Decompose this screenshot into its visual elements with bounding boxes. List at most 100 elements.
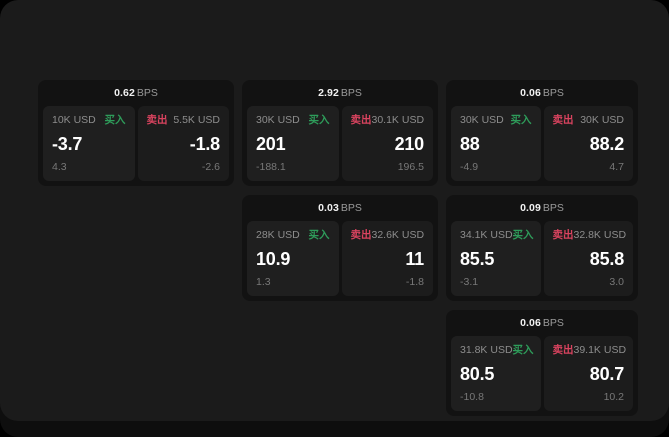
bps-unit: BPS: [340, 87, 362, 99]
card-body: 31.8K USD 买入 80.5 -10.8 卖出 39.: [451, 336, 633, 411]
bps-unit: BPS: [542, 317, 564, 329]
sell-delta-value: -1.8: [405, 275, 424, 288]
buy-action-tag: 买入: [308, 114, 330, 126]
bps-value: 0.06: [520, 317, 541, 329]
bps-unit: BPS: [542, 87, 564, 99]
buy-price-row: 10.9: [256, 246, 330, 272]
sell-price-value: 85.8: [589, 249, 624, 269]
quote-card[interactable]: 0.06 BPS 31.8K USD 买入 80.5 -10.8: [446, 310, 638, 416]
card-body: 30K USD 买入 88 -4.9 卖出 30K USD: [451, 106, 633, 181]
sell-delta-row: -1.8: [351, 275, 424, 289]
buy-price-value: -3.7: [52, 134, 83, 154]
buy-price-value: 201: [256, 134, 286, 154]
buy-delta-value: 4.3: [52, 160, 67, 173]
sell-delta-row: -2.6: [147, 160, 220, 174]
buy-panel[interactable]: 28K USD 买入 10.9 1.3: [247, 221, 339, 296]
buy-delta-value: -188.1: [256, 160, 286, 173]
sell-action-tag: 卖出: [552, 114, 574, 126]
card-header: 0.06 BPS: [451, 316, 633, 336]
sell-panel-header: 卖出 32.8K USD: [552, 229, 627, 243]
sell-size-label: 32.6K USD: [371, 229, 425, 241]
buy-panel-header: 30K USD 买入: [256, 114, 330, 128]
card-header: 0.62 BPS: [43, 86, 229, 106]
buy-delta-value: -4.9: [460, 160, 479, 173]
sell-action-tag: 卖出: [552, 229, 574, 241]
buy-delta-row: -10.8: [460, 390, 532, 404]
sell-delta-row: 196.5: [351, 160, 424, 174]
buy-panel-header: 28K USD 买入: [256, 229, 330, 243]
sell-panel-header: 卖出 32.6K USD: [351, 229, 425, 243]
sell-price-row: 210: [351, 131, 425, 157]
sell-panel[interactable]: 卖出 32.6K USD 11 -1.8: [341, 221, 433, 296]
sell-size-label: 5.5K USD: [173, 114, 220, 126]
quote-card-grid: 0.62 BPS 10K USD 买入 -3.7 4.3: [38, 80, 638, 416]
sell-price-row: -1.8: [147, 131, 220, 157]
sell-price-row: 85.8: [553, 246, 624, 272]
buy-delta-value: -10.8: [460, 390, 484, 403]
sell-panel[interactable]: 卖出 30K USD 88.2 4.7: [543, 106, 633, 181]
buy-price-value: 10.9: [256, 249, 291, 269]
sell-panel[interactable]: 卖出 32.8K USD 85.8 3.0: [543, 221, 633, 296]
buy-panel-header: 34.1K USD 买入: [460, 229, 534, 243]
buy-delta-row: 1.3: [256, 275, 330, 289]
buy-size-label: 28K USD: [256, 229, 300, 241]
sell-panel[interactable]: 卖出 39.1K USD 80.7 10.2: [543, 336, 633, 411]
buy-panel[interactable]: 10K USD 买入 -3.7 4.3: [43, 106, 135, 181]
buy-size-label: 10K USD: [52, 114, 96, 126]
quote-card[interactable]: 0.03 BPS 28K USD 买入 10.9 1.3: [242, 195, 438, 301]
card-body: 28K USD 买入 10.9 1.3 卖出 32.6K U: [247, 221, 433, 296]
buy-size-label: 30K USD: [460, 114, 504, 126]
buy-panel[interactable]: 30K USD 买入 88 -4.9: [451, 106, 541, 181]
buy-panel[interactable]: 34.1K USD 买入 85.5 -3.1: [451, 221, 541, 296]
buy-size-label: 30K USD: [256, 114, 300, 126]
sell-price-value: 88.2: [589, 134, 624, 154]
sell-panel[interactable]: 卖出 5.5K USD -1.8 -2.6: [137, 106, 229, 181]
quote-column-1: 0.62 BPS 10K USD 买入 -3.7 4.3: [38, 80, 234, 186]
card-body: 34.1K USD 买入 85.5 -3.1 卖出 32.8: [451, 221, 633, 296]
card-body: 10K USD 买入 -3.7 4.3 卖出 5.5K US: [43, 106, 229, 181]
sell-price-row: 80.7: [553, 361, 624, 387]
buy-price-value: 88: [460, 134, 480, 154]
quote-card[interactable]: 0.09 BPS 34.1K USD 买入 85.5 -3.1: [446, 195, 638, 301]
sell-delta-value: 196.5: [397, 160, 424, 173]
sell-panel-header: 卖出 5.5K USD: [147, 114, 221, 128]
buy-action-tag: 买入: [512, 229, 534, 241]
sell-delta-row: 10.2: [553, 390, 624, 404]
sell-panel-header: 卖出 30.1K USD: [351, 114, 425, 128]
buy-panel[interactable]: 30K USD 买入 201 -188.1: [247, 106, 339, 181]
sell-action-tag: 卖出: [350, 229, 372, 241]
card-header: 0.09 BPS: [451, 201, 633, 221]
buy-price-row: 201: [256, 131, 330, 157]
card-body: 30K USD 买入 201 -188.1 卖出 30.1K: [247, 106, 433, 181]
sell-price-row: 88.2: [553, 131, 624, 157]
sell-delta-value: -2.6: [201, 160, 220, 173]
bps-unit: BPS: [542, 202, 564, 214]
sell-size-label: 39.1K USD: [573, 344, 627, 356]
sell-size-label: 30K USD: [580, 114, 624, 126]
quote-card[interactable]: 0.62 BPS 10K USD 买入 -3.7 4.3: [38, 80, 234, 186]
buy-price-row: 80.5: [460, 361, 532, 387]
quote-card[interactable]: 2.92 BPS 30K USD 买入 201 -188.1: [242, 80, 438, 186]
buy-action-tag: 买入: [510, 114, 532, 126]
buy-price-row: -3.7: [52, 131, 126, 157]
sell-delta-value: 4.7: [609, 160, 624, 173]
bps-value: 0.09: [520, 202, 541, 214]
buy-action-tag: 买入: [104, 114, 126, 126]
sell-panel[interactable]: 卖出 30.1K USD 210 196.5: [341, 106, 433, 181]
buy-price-value: 80.5: [460, 364, 495, 384]
buy-delta-row: 4.3: [52, 160, 126, 174]
sell-size-label: 30.1K USD: [371, 114, 425, 126]
sell-delta-value: 10.2: [603, 390, 624, 403]
sell-action-tag: 卖出: [146, 114, 168, 126]
quote-column-3: 0.06 BPS 30K USD 买入 88 -4.9: [446, 80, 638, 416]
bps-unit: BPS: [340, 202, 362, 214]
buy-price-row: 85.5: [460, 246, 532, 272]
sell-price-value: 210: [394, 134, 425, 154]
sell-panel-header: 卖出 39.1K USD: [553, 344, 627, 358]
buy-size-label: 31.8K USD: [460, 344, 513, 356]
bps-value: 0.62: [114, 87, 135, 99]
buy-panel[interactable]: 31.8K USD 买入 80.5 -10.8: [451, 336, 541, 411]
sell-price-value: -1.8: [189, 134, 220, 154]
quote-card[interactable]: 0.06 BPS 30K USD 买入 88 -4.9: [446, 80, 638, 186]
buy-delta-row: -4.9: [460, 160, 532, 174]
